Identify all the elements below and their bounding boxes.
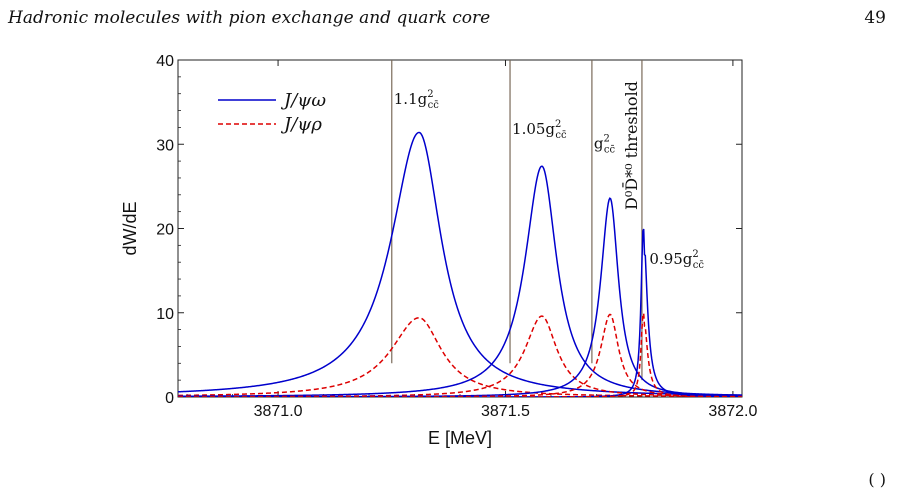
coupling-label: 0.95g2 cc̄ bbox=[649, 249, 704, 271]
x-tick-label: 3872.0 bbox=[708, 403, 757, 420]
series-jpsi-rho-line bbox=[178, 317, 742, 397]
curves-group bbox=[178, 131, 742, 397]
x-tick-label: 3871.0 bbox=[254, 403, 303, 420]
y-tick-label: 0 bbox=[165, 390, 174, 407]
coupling-label: g2 cc̄ bbox=[594, 133, 616, 155]
series-jpsi-rho-line bbox=[178, 315, 742, 397]
y-tick-label: 40 bbox=[156, 53, 174, 70]
threshold-label: D⁰D̄*⁰ threshold bbox=[620, 81, 641, 210]
running-header: Hadronic molecules with pion exchange an… bbox=[8, 8, 886, 32]
series-jpsi-omega-line bbox=[178, 165, 742, 397]
plot-frame bbox=[177, 59, 743, 398]
y-tick-label: 20 bbox=[156, 222, 174, 239]
legend-label: J/ψρ bbox=[280, 114, 322, 135]
series-jpsi-omega-line bbox=[178, 197, 742, 397]
x-axis-label: E [MeV] bbox=[428, 428, 492, 448]
legend-label: J/ψω bbox=[280, 90, 326, 111]
page-number: 49 bbox=[864, 8, 886, 28]
y-tick-label: 10 bbox=[156, 306, 174, 323]
footer-fragment: ( ) bbox=[868, 470, 886, 489]
y-tick-label: 30 bbox=[156, 137, 174, 154]
y-axis-label: dW/dE bbox=[120, 201, 140, 255]
coupling-label: 1.1g2 cc̄ bbox=[394, 89, 439, 111]
series-jpsi-rho-line bbox=[178, 311, 742, 397]
x-tick-label: 3871.5 bbox=[481, 403, 530, 420]
series-jpsi-omega-line bbox=[178, 131, 742, 396]
coupling-label: 1.05g2 cc̄ bbox=[512, 119, 567, 141]
running-title: Hadronic molecules with pion exchange an… bbox=[8, 8, 491, 28]
